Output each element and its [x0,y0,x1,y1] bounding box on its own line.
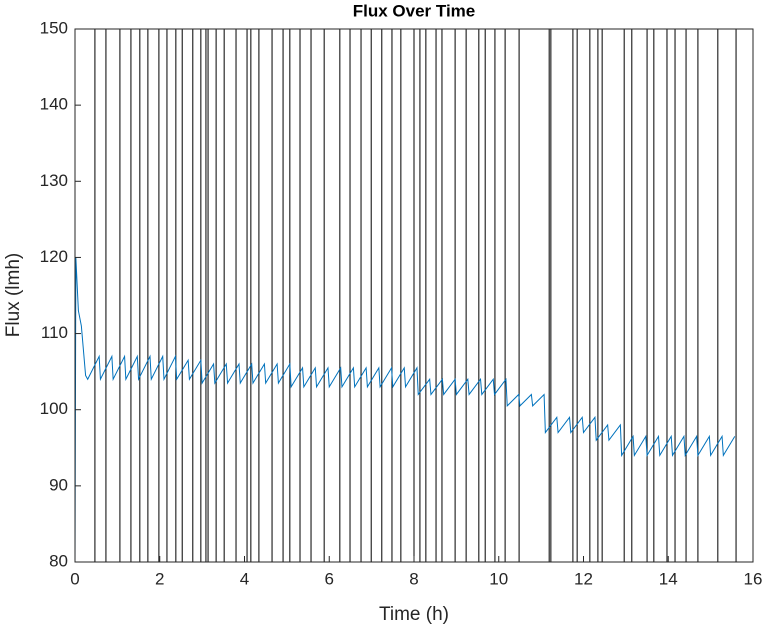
x-tick-label: 10 [489,569,508,588]
x-tick-label: 0 [70,569,79,588]
y-tick-label: 90 [49,475,68,494]
chart-title: Flux Over Time [353,1,476,20]
x-tick-label: 8 [409,569,418,588]
y-tick-label: 80 [49,551,68,570]
x-tick-label: 14 [659,569,678,588]
x-tick-label: 12 [574,569,593,588]
flux-line [74,257,736,563]
x-tick-label: 6 [325,569,334,588]
y-tick-label: 110 [41,323,68,342]
y-axis-label: Flux (lmh) [3,253,24,337]
y-tick-label: 140 [40,95,68,114]
x-axis-label: Time (h) [379,604,449,625]
y-tick-label: 120 [40,247,68,266]
y-tick-label: 150 [40,18,68,37]
x-tick-label: 2 [155,569,164,588]
x-tick-label: 16 [744,569,763,588]
y-tick-label: 100 [40,399,68,418]
y-tick-label: 130 [40,171,68,190]
x-tick-label: 4 [240,569,249,588]
